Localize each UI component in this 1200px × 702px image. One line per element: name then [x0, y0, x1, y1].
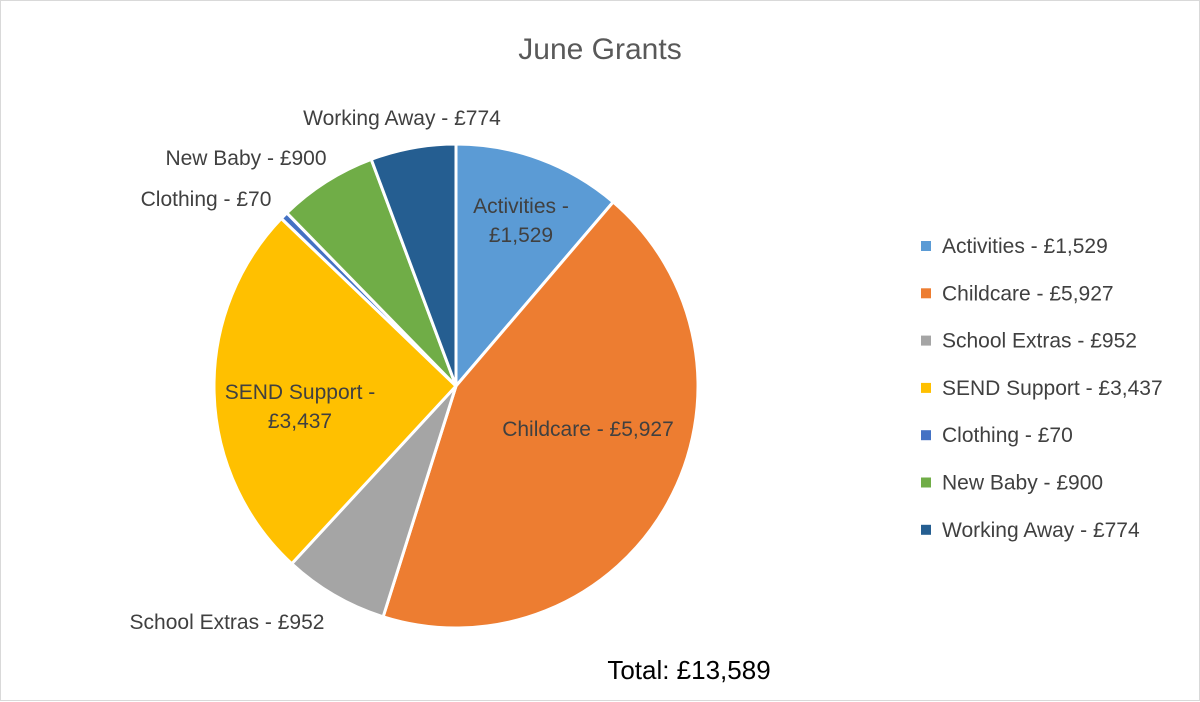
pie-slice-send-support	[212, 217, 458, 566]
legend-item-clothing: Clothing - £70	[921, 424, 1073, 447]
legend-label-send-support: SEND Support - £3,437	[942, 377, 1163, 400]
legend-item-working-away: Working Away - £774	[921, 519, 1140, 542]
legend-swatch-send-support	[921, 382, 931, 393]
legend-swatch-new-baby	[921, 477, 931, 488]
data-label-send-support: SEND Support -£3,437	[225, 381, 376, 433]
legend-item-new-baby: New Baby - £900	[921, 472, 1103, 495]
legend-swatch-school-extras	[921, 335, 931, 346]
data-label-activities: Activities -£1,529	[473, 195, 569, 247]
legend-label-activities: Activities - £1,529	[942, 235, 1108, 258]
chart-title: June Grants	[518, 33, 681, 66]
pie-slice-childcare	[381, 200, 700, 630]
legend-swatch-working-away	[921, 524, 931, 535]
legend-label-working-away: Working Away - £774	[942, 519, 1140, 542]
pie-slice-school-extras	[290, 384, 458, 619]
legend-label-school-extras: School Extras - £952	[942, 330, 1137, 353]
legend-label-clothing: Clothing - £70	[942, 424, 1073, 447]
legend-label-new-baby: New Baby - £900	[942, 472, 1103, 495]
legend-item-childcare: Childcare - £5,927	[921, 282, 1114, 305]
data-label-school-extras: School Extras - £952	[130, 611, 325, 634]
legend-item-send-support: SEND Support - £3,437	[921, 377, 1163, 400]
legend-item-activities: Activities - £1,529	[921, 235, 1108, 258]
pie-slices	[212, 142, 700, 630]
data-label-working-away: Working Away - £774	[303, 107, 501, 130]
legend-swatch-activities	[921, 241, 931, 251]
data-labels: Activities -£1,529 Childcare - £5,927 Scho…	[130, 107, 674, 634]
data-label-new-baby: New Baby - £900	[165, 147, 326, 170]
legend-swatch-childcare	[921, 288, 931, 299]
legend-label-childcare: Childcare - £5,927	[942, 282, 1114, 305]
data-label-clothing: Clothing - £70	[141, 188, 272, 211]
data-label-childcare: Childcare - £5,927	[502, 418, 674, 441]
pie-slice-working-away	[369, 142, 458, 388]
legend-item-school-extras: School Extras - £952	[921, 330, 1137, 353]
pie-slice-activities	[454, 142, 615, 388]
legend-swatch-clothing	[921, 430, 931, 441]
total-label: Total: £13,589	[607, 655, 770, 685]
legend: Activities - £1,529 Childcare - £5,927 Sch…	[921, 235, 1163, 542]
